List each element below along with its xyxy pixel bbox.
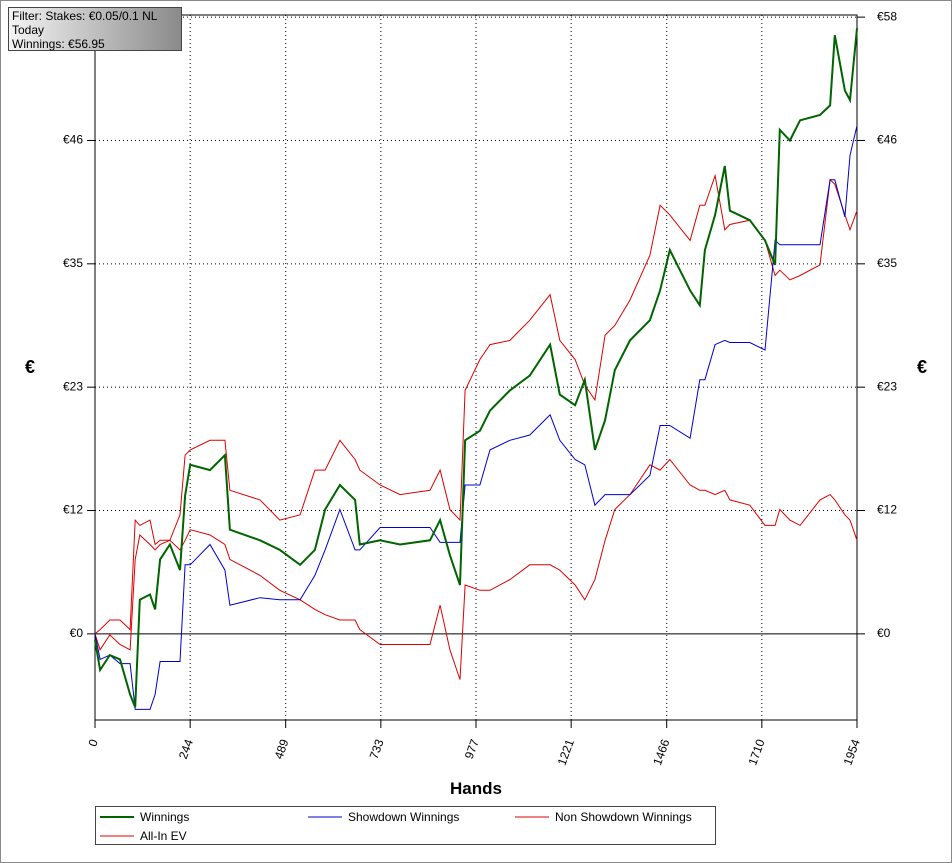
y-tick-label: €23 (63, 379, 83, 393)
x-tick-label: 1710 (745, 737, 767, 767)
legend-label: Showdown Winnings (348, 810, 459, 824)
series-line (94, 125, 858, 710)
series-line (94, 458, 858, 680)
y2-tick-label: €35 (877, 256, 897, 270)
legend-label: Non Showdown Winnings (555, 810, 692, 824)
legend-box (95, 806, 716, 845)
y-tick-label: €46 (63, 133, 83, 147)
x-tick-label: 244 (176, 737, 196, 761)
x-tick-label: 1221 (555, 737, 577, 767)
series-line (94, 28, 858, 708)
legend-label: Winnings (140, 810, 189, 824)
y2-tick-label: €23 (877, 379, 897, 393)
x-tick-label: 1954 (841, 737, 863, 767)
info-line: Winnings: €56.95 (12, 37, 105, 51)
y-tick-label: €0 (70, 626, 84, 640)
y-tick-label: €35 (63, 256, 83, 270)
x-tick-label: 977 (462, 737, 482, 761)
x-tick-label: 0 (85, 737, 101, 748)
legend-label: All-In EV (140, 829, 187, 843)
info-line: Today (12, 23, 45, 37)
info-box: Filter: Stakes: €0.05/0.1 NL Today Winni… (8, 7, 182, 51)
x-tick-label: 1466 (650, 737, 672, 767)
x-tick-label: 733 (367, 737, 387, 761)
y2-tick-label: €46 (877, 133, 897, 147)
info-line: Filter: Stakes: €0.05/0.1 NL (12, 9, 158, 23)
x-tick-label: 489 (271, 737, 291, 761)
y2-tick-label: €58 (877, 9, 897, 23)
y2-tick-label: €12 (877, 503, 897, 517)
y2-axis-label: € (917, 357, 927, 377)
y2-tick-label: €0 (877, 626, 891, 640)
y-axis-label: € (25, 357, 35, 377)
y-tick-label: €12 (63, 503, 83, 517)
x-axis-label: Hands (450, 779, 502, 798)
